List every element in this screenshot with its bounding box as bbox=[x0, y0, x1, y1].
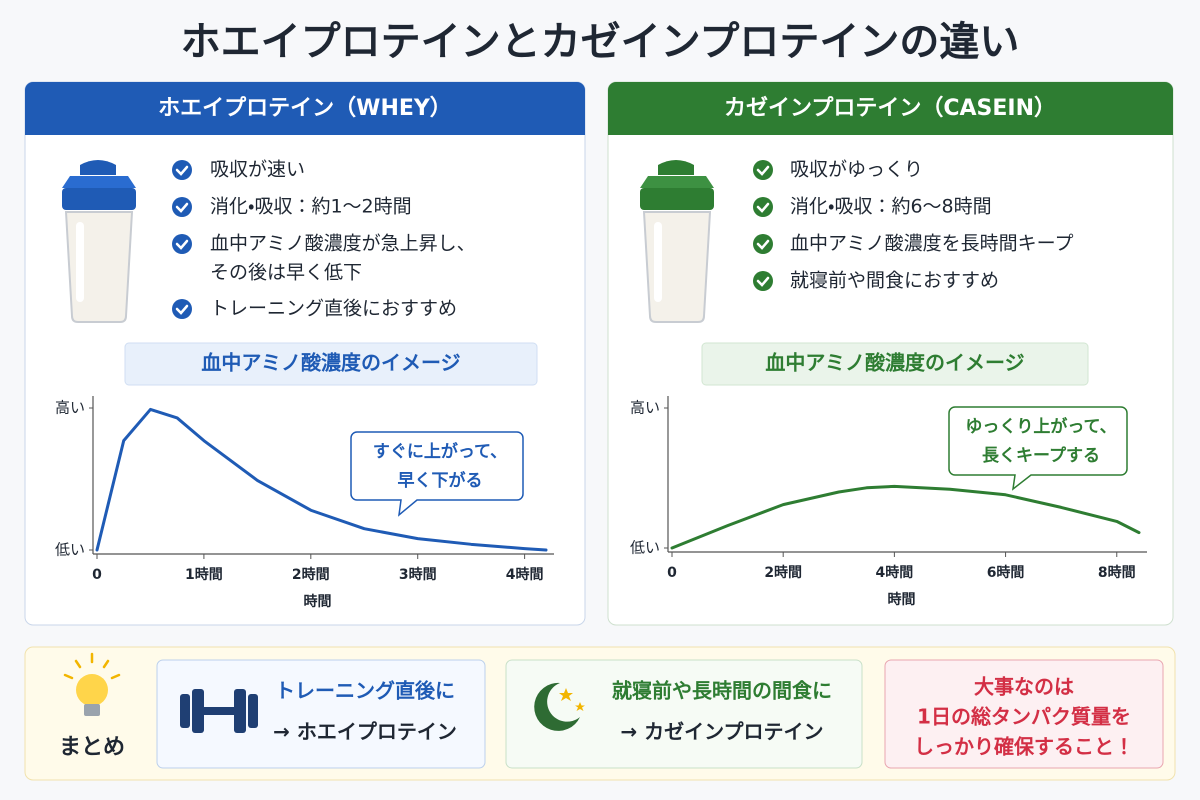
chart-title-bg bbox=[124, 342, 538, 386]
whey-header-bg bbox=[25, 82, 585, 135]
x-tick-label: 0 bbox=[92, 567, 102, 583]
check-icon bbox=[753, 197, 773, 217]
panel-header: カゼインプロテイン（CASEIN） bbox=[724, 96, 1056, 121]
callout-text: ゆっくり上がって、 bbox=[965, 416, 1116, 437]
casein-shaker-icon bbox=[640, 160, 714, 323]
callout-bubble bbox=[948, 406, 1128, 491]
y-tick-label: 低い bbox=[55, 541, 85, 559]
x-tick-label: 6時間 bbox=[987, 564, 1025, 581]
bullet-text: 血中アミノ酸濃度を長時間キープ bbox=[790, 233, 1073, 255]
check-mark bbox=[756, 239, 770, 250]
summary-label: まとめ bbox=[59, 735, 125, 760]
summary-item-text: → カゼインプロテイン bbox=[620, 720, 823, 744]
check-mark bbox=[175, 202, 189, 213]
chart-title: 血中アミノ酸濃度のイメージ bbox=[201, 351, 460, 375]
check-mark bbox=[175, 304, 189, 315]
y-tick-label: 高い bbox=[55, 399, 85, 417]
panel-header: ホエイプロテイン（WHEY） bbox=[158, 96, 452, 121]
summary-note: しっかり確保すること！ bbox=[914, 735, 1134, 759]
x-tick-label: 3時間 bbox=[399, 566, 437, 583]
summary-card bbox=[884, 659, 1164, 769]
summary-card bbox=[505, 659, 863, 769]
callout-text: 長くキープする bbox=[982, 445, 1100, 466]
bullet-text: その後は早く低下 bbox=[210, 262, 362, 284]
chart-title: 血中アミノ酸濃度のイメージ bbox=[765, 351, 1024, 375]
x-axis-label: 時間 bbox=[304, 593, 332, 610]
x-axis-label: 時間 bbox=[888, 591, 916, 608]
page-title: ホエイプロテインとカゼインプロテインの違い bbox=[181, 19, 1020, 65]
x-tick-label: 2時間 bbox=[292, 566, 330, 583]
bullet-text: 吸収が速い bbox=[210, 159, 305, 181]
callout-text: すぐに上がって、 bbox=[373, 441, 507, 462]
x-tick-label: 4時間 bbox=[506, 566, 544, 583]
check-icon bbox=[172, 197, 192, 217]
summary-item-title: トレーニング直後に bbox=[275, 679, 455, 703]
bulb-icon bbox=[63, 652, 121, 716]
y-tick-label: 低い bbox=[630, 539, 660, 557]
check-icon bbox=[172, 160, 192, 180]
check-icon bbox=[172, 299, 192, 319]
bullet-text: 就寝前や間食におすすめ bbox=[790, 270, 999, 292]
casein-header-bg bbox=[608, 82, 1173, 135]
summary-card bbox=[156, 659, 486, 769]
bullet-text: 消化・吸収：約6〜8時間 bbox=[790, 196, 992, 218]
check-mark bbox=[756, 202, 770, 213]
check-icon bbox=[753, 160, 773, 180]
x-tick-label: 2時間 bbox=[764, 564, 802, 581]
whey-shaker-icon bbox=[62, 160, 136, 323]
check-icon bbox=[753, 271, 773, 291]
check-icon bbox=[753, 234, 773, 254]
check-mark bbox=[175, 165, 189, 176]
x-tick-label: 8時間 bbox=[1098, 564, 1136, 581]
moon-icon bbox=[534, 682, 585, 731]
bullet-text: トレーニング直後におすすめ bbox=[210, 298, 457, 320]
check-mark bbox=[756, 276, 770, 287]
x-tick-label: 1時間 bbox=[185, 566, 223, 583]
callout-text: 早く下がる bbox=[398, 470, 483, 491]
check-icon bbox=[172, 234, 192, 254]
data-line bbox=[670, 484, 1141, 550]
summary-item-text: → ホエイプロテイン bbox=[273, 720, 457, 744]
dumbbell-icon bbox=[180, 689, 258, 733]
check-mark bbox=[756, 165, 770, 176]
y-tick-label: 高い bbox=[630, 399, 660, 417]
x-tick-label: 4時間 bbox=[876, 564, 914, 581]
bullet-text: 吸収がゆっくり bbox=[790, 159, 923, 181]
summary-item-title: 就寝前や長時間の間食に bbox=[612, 679, 832, 703]
summary-note: 1日の総タンパク質量を bbox=[917, 705, 1131, 729]
data-line bbox=[95, 407, 548, 552]
check-mark bbox=[175, 239, 189, 250]
callout-bubble bbox=[350, 431, 524, 517]
bullet-text: 血中アミノ酸濃度が急上昇し、 bbox=[210, 233, 476, 255]
bullet-text: 消化・吸収：約1〜2時間 bbox=[210, 196, 412, 218]
summary-note: 大事なのは bbox=[974, 675, 1074, 699]
x-tick-label: 0 bbox=[667, 565, 677, 581]
chart-title-bg bbox=[701, 342, 1089, 386]
